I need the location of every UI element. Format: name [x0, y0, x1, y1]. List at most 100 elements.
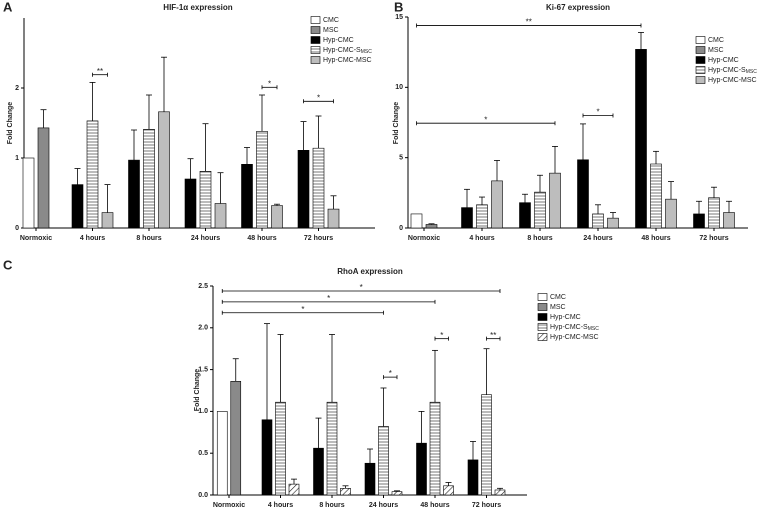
- x-tick-label: 4 hours: [268, 502, 293, 509]
- bar: [327, 208, 340, 229]
- bar: [214, 203, 227, 229]
- legend-name: Hyp-CMC: [323, 37, 354, 44]
- y-tick-label: 2: [15, 85, 19, 92]
- y-axis-label: Fold Change: [194, 369, 201, 411]
- y-tick-label: 10: [395, 84, 403, 91]
- x-tick-label: 24 hours: [583, 235, 612, 242]
- significance-label: *: [389, 369, 392, 378]
- bar: [708, 197, 720, 229]
- significance-label: *: [440, 331, 443, 340]
- legend-swatch: [695, 56, 706, 64]
- x-tick-label: Normoxic: [213, 502, 245, 509]
- chart-title: Ki-67 expression: [546, 3, 610, 12]
- legend-name: CMC: [550, 294, 566, 301]
- legend-label: Hyp-CMC: [323, 37, 354, 44]
- bar: [467, 459, 479, 496]
- legend-label: CMC: [550, 294, 566, 301]
- y-tick-label: 2.5: [198, 283, 208, 290]
- legend-label: MSC: [550, 304, 566, 311]
- x-tick-label: 72 hours: [699, 235, 728, 242]
- y-tick-label: 0: [399, 225, 403, 232]
- bar: [494, 489, 506, 496]
- legend-swatch: [310, 16, 321, 24]
- bar: [635, 49, 647, 229]
- legend-subscript: MSC: [588, 326, 600, 332]
- y-tick-label: 1.5: [198, 366, 208, 373]
- legend-swatch: [310, 26, 321, 34]
- bar: [199, 171, 212, 229]
- legend-label: Hyp-CMC-MSC: [323, 57, 372, 64]
- bar: [184, 178, 197, 229]
- x-tick-label: 24 hours: [191, 235, 220, 242]
- y-tick-label: 1: [15, 155, 19, 162]
- bar: [549, 172, 561, 229]
- panel-label: B: [394, 0, 403, 14]
- bar: [326, 401, 338, 496]
- legend-label: Hyp-CMC: [708, 57, 739, 64]
- significance-label: *: [327, 294, 330, 303]
- legend-label: Hyp-CMC-MSC: [550, 334, 599, 341]
- bar: [481, 394, 492, 496]
- legend-swatch: [537, 333, 548, 341]
- chart-title: HIF-1α expression: [163, 3, 232, 12]
- significance-label: **: [97, 67, 103, 76]
- legend-swatch: [695, 36, 706, 44]
- legend-subscript: MSC: [361, 49, 373, 55]
- bar: [607, 217, 619, 229]
- x-tick-label: Normoxic: [408, 235, 440, 242]
- bar: [313, 447, 324, 496]
- legend-swatch: [310, 56, 321, 64]
- legend-swatch: [537, 303, 548, 311]
- bar: [288, 483, 300, 496]
- significance-label: *: [301, 305, 304, 314]
- y-axis-label: Fold Change: [7, 102, 14, 144]
- bar: [410, 213, 423, 229]
- bar: [665, 198, 677, 229]
- bar: [364, 462, 376, 496]
- legend-swatch: [537, 293, 548, 301]
- legend-name: Hyp-CMC-S: [708, 67, 746, 74]
- y-tick-label: 2.0: [198, 325, 208, 332]
- bar: [101, 212, 114, 229]
- x-tick-label: 72 hours: [304, 235, 333, 242]
- bar: [491, 180, 503, 229]
- legend-label: CMC: [708, 37, 724, 44]
- bar: [443, 485, 454, 496]
- bar: [128, 159, 140, 229]
- legend-label: Hyp-CMC-MSC: [708, 77, 757, 84]
- legend-name: MSC: [708, 47, 724, 54]
- x-tick-label: 8 hours: [319, 502, 344, 509]
- bar: [216, 411, 228, 496]
- bar: [476, 204, 488, 229]
- legend-label: CMC: [323, 17, 339, 24]
- bar: [86, 120, 99, 229]
- bar: [158, 111, 170, 229]
- legend-swatch: [695, 46, 706, 54]
- bar: [723, 212, 735, 229]
- significance-label: *: [484, 115, 487, 124]
- bar: [429, 401, 441, 496]
- significance-label: *: [268, 79, 271, 88]
- x-tick-label: 24 hours: [369, 502, 398, 509]
- legend-label: MSC: [708, 47, 724, 54]
- legend-swatch: [310, 46, 321, 54]
- y-tick-label: 0.5: [198, 450, 208, 457]
- bar: [391, 491, 403, 496]
- panel-label: A: [3, 0, 13, 14]
- bar: [693, 213, 705, 229]
- bar: [256, 131, 268, 229]
- bar: [143, 129, 155, 229]
- legend-swatch: [695, 76, 706, 84]
- bar: [416, 442, 427, 496]
- bar: [241, 164, 253, 229]
- bar: [71, 184, 84, 229]
- x-tick-label: Normoxic: [20, 235, 52, 242]
- bar: [37, 127, 50, 229]
- legend-name: Hyp-CMC: [550, 314, 581, 321]
- bar: [461, 207, 473, 229]
- legend-name: Hyp-CMC-MSC: [323, 57, 372, 64]
- x-tick-label: 72 hours: [472, 502, 501, 509]
- significance-label: *: [317, 93, 320, 102]
